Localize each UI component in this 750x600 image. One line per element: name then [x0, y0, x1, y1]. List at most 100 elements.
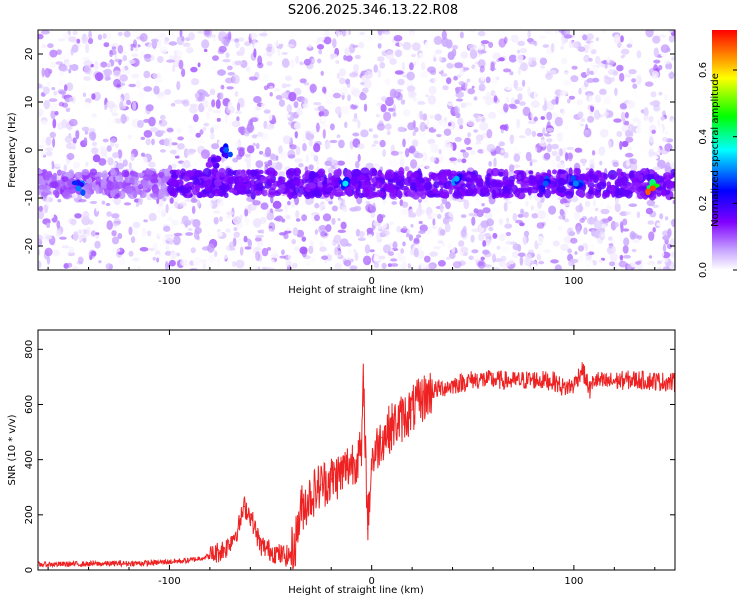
heatmap-cell — [308, 164, 314, 171]
heatmap-cell — [171, 219, 179, 226]
heatmap-cell — [670, 251, 675, 258]
heatmap-cell — [437, 260, 446, 267]
heatmap-cell — [266, 61, 273, 66]
heatmap-cell — [255, 251, 261, 262]
heatmap-cell — [280, 151, 287, 161]
heatmap-cell — [51, 170, 59, 174]
heatmap-cell — [38, 108, 44, 117]
heatmap-cell — [516, 118, 521, 128]
heatmap-cell — [225, 77, 233, 84]
heatmap-cell — [593, 109, 601, 120]
heatmap-cell — [388, 221, 394, 225]
heatmap-cell — [57, 122, 64, 130]
heatmap-cell — [491, 189, 497, 200]
heatmap-cell — [116, 83, 121, 88]
heatmap-cell — [508, 103, 516, 108]
heatmap-cell — [192, 114, 199, 123]
heatmap-cell — [376, 123, 385, 131]
heatmap-cell — [166, 127, 174, 133]
heatmap-cell — [481, 137, 490, 142]
heatmap-cell — [137, 120, 144, 128]
heatmap-cell — [577, 46, 586, 52]
heatmap-cell — [110, 167, 116, 176]
heatmap-cell — [424, 41, 428, 50]
heatmap-cell — [434, 113, 442, 121]
heatmap-cell — [512, 212, 518, 221]
heatmap-cell — [588, 57, 593, 62]
heatmap-cell — [525, 253, 532, 259]
heatmap-cell — [623, 55, 631, 62]
heatmap-cell — [522, 106, 531, 117]
snr-point — [654, 380, 656, 382]
heatmap-cell — [574, 147, 583, 153]
heatmap-cell — [283, 232, 289, 240]
heatmap-cell — [370, 212, 375, 219]
heatmap-cell — [378, 191, 387, 197]
heatmap-cell — [488, 41, 494, 49]
heatmap-cell — [663, 93, 669, 101]
heatmap-cell — [585, 167, 590, 171]
heatmap-cell — [58, 79, 67, 88]
heatmap-cell — [59, 236, 67, 240]
heatmap-cell — [460, 51, 469, 59]
heatmap-cell — [498, 260, 507, 268]
heatmap-cell — [635, 261, 641, 265]
heatmap-cell — [584, 131, 588, 137]
heatmap-cell — [72, 137, 77, 144]
heatmap-cell — [216, 258, 220, 268]
heatmap-cell — [342, 206, 348, 213]
heatmap-cell — [48, 213, 54, 219]
heatmap-cell — [273, 88, 281, 92]
heatmap-cell — [51, 87, 56, 91]
heatmap-cell — [332, 239, 337, 247]
heatmap-cell — [70, 218, 77, 226]
heatmap-cell — [425, 94, 429, 98]
heatmap-cell — [159, 32, 167, 38]
heatmap-cell — [268, 114, 273, 121]
heatmap-cell — [61, 176, 69, 183]
heatmap-cell — [624, 120, 630, 126]
heatmap-cell — [38, 210, 45, 220]
heatmap-cell — [377, 169, 383, 178]
heatmap-cell — [263, 109, 271, 114]
heatmap-cell — [543, 152, 551, 160]
heatmap-cell — [604, 62, 608, 69]
heatmap-cell — [506, 217, 510, 223]
heatmap-cell — [159, 130, 166, 134]
heatmap-cell — [433, 77, 442, 84]
heatmap-cell — [517, 93, 523, 101]
heatmap-cell — [498, 57, 505, 62]
heatmap-cell — [285, 215, 291, 220]
heatmap-cell — [40, 150, 47, 156]
heatmap-cell — [109, 131, 117, 136]
heatmap-cell — [571, 134, 576, 145]
heatmap-cell — [303, 82, 310, 86]
heatmap-cell — [122, 159, 128, 167]
heatmap-cell — [295, 210, 300, 219]
heatmap-cell — [143, 219, 148, 223]
heatmap-cell — [471, 216, 476, 226]
heatmap-cell — [45, 113, 52, 120]
snr-point — [270, 550, 272, 552]
heatmap-cell — [592, 64, 598, 75]
snr-point — [280, 554, 282, 556]
heatmap-cell — [257, 131, 264, 137]
heatmap-cell — [478, 233, 485, 242]
heatmap-cell — [658, 91, 663, 96]
heatmap-cell — [517, 66, 521, 76]
heatmap-cell — [217, 231, 223, 237]
heatmap-cell — [598, 146, 606, 156]
heatmap-cell — [167, 185, 175, 195]
spectrogram-y-label: Frequency (Hz) — [7, 112, 18, 188]
heatmap-peak — [342, 180, 349, 187]
snr-point — [88, 563, 90, 565]
heatmap-cell — [468, 44, 477, 50]
heatmap-cell — [309, 122, 315, 128]
heatmap-cell — [337, 199, 342, 205]
snr-x-label: Height of straight line (km) — [288, 585, 424, 596]
heatmap-cell — [160, 182, 167, 193]
heatmap-cell — [447, 243, 452, 249]
heatmap-cell — [336, 72, 341, 79]
heatmap-cell — [527, 249, 535, 254]
heatmap-cell — [599, 160, 603, 166]
